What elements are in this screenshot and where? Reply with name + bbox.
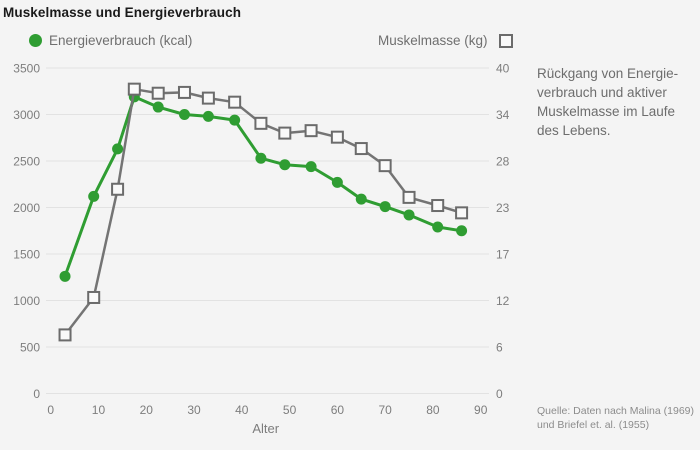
energy-data-point bbox=[152, 101, 164, 113]
energy-data-point bbox=[178, 109, 190, 120]
left-axis-tick-label: 2000 bbox=[13, 201, 40, 215]
x-axis-tick-label: 50 bbox=[283, 403, 297, 417]
muscle-data-point bbox=[278, 126, 292, 140]
left-axis-tick-label: 2500 bbox=[13, 155, 40, 169]
right-axis-tick-label: 28 bbox=[496, 155, 510, 169]
x-axis-title: Alter bbox=[252, 421, 279, 436]
muscle-data-point bbox=[402, 190, 416, 204]
annotation-text: Rückgang von Energie- verbrauch und akti… bbox=[537, 66, 679, 138]
legend-energy: Energieverbrauch (kcal) bbox=[29, 33, 192, 48]
energy-legend-marker-icon bbox=[29, 34, 42, 47]
muscle-data-point bbox=[431, 199, 445, 213]
muscle-data-point bbox=[58, 328, 72, 342]
source-note: Quelle: Daten nach Malina (1969) und Bri… bbox=[537, 405, 695, 431]
left-axis-tick-label: 500 bbox=[20, 341, 40, 355]
energy-data-point bbox=[456, 225, 468, 237]
x-axis-tick-label: 70 bbox=[378, 403, 392, 417]
right-axis-tick-label: 6 bbox=[496, 341, 503, 355]
muscle-data-point bbox=[354, 142, 368, 156]
energy-data-point bbox=[88, 190, 100, 202]
energy-data-point bbox=[379, 201, 391, 213]
energy-data-point bbox=[229, 114, 241, 126]
energy-data-point bbox=[59, 270, 71, 282]
muscle-legend-marker-icon bbox=[498, 33, 513, 48]
right-axis-tick-label: 12 bbox=[496, 294, 510, 308]
energy-data-point bbox=[255, 152, 267, 164]
x-axis-tick-label: 20 bbox=[140, 403, 154, 417]
left-axis-tick-label: 3500 bbox=[13, 62, 40, 76]
energy-data-point bbox=[403, 209, 415, 221]
right-axis-tick-label: 0 bbox=[496, 387, 503, 401]
legend-muscle: Muskelmasse (kg) bbox=[378, 33, 513, 48]
energy-data-point bbox=[202, 110, 214, 122]
left-axis-tick-label: 1500 bbox=[13, 248, 40, 262]
legend-muscle-label: Muskelmasse (kg) bbox=[378, 33, 488, 48]
x-axis-tick-label: 30 bbox=[187, 403, 201, 417]
muscle-data-point bbox=[304, 124, 318, 138]
right-axis-tick-label: 34 bbox=[496, 108, 510, 122]
left-axis-tick-label: 1000 bbox=[13, 294, 40, 308]
right-axis-tick-label: 40 bbox=[496, 62, 510, 76]
right-axis-tick-label: 23 bbox=[496, 201, 510, 215]
muscle-data-point bbox=[330, 130, 344, 144]
left-axis-tick-label: 0 bbox=[33, 387, 40, 401]
x-axis-tick-label: 90 bbox=[474, 403, 488, 417]
energy-data-point bbox=[355, 193, 367, 205]
muscle-data-point bbox=[378, 159, 392, 173]
muscle-data-point bbox=[228, 95, 242, 109]
energy-data-point bbox=[305, 161, 317, 173]
muscle-data-point bbox=[127, 82, 141, 96]
energy-data-point bbox=[432, 221, 444, 233]
right-axis-tick-label: 17 bbox=[496, 248, 510, 262]
x-axis-tick-label: 40 bbox=[235, 403, 249, 417]
x-axis-tick-label: 10 bbox=[92, 403, 106, 417]
x-axis-tick-label: 60 bbox=[331, 403, 345, 417]
muscle-data-point bbox=[151, 86, 165, 100]
muscle-data-point bbox=[87, 290, 101, 304]
muscle-data-point bbox=[201, 91, 215, 105]
muscle-data-point bbox=[455, 206, 469, 220]
energy-data-point bbox=[279, 159, 291, 171]
page-title: Muskelmasse und Energieverbrauch bbox=[3, 5, 242, 20]
energy-data-point bbox=[112, 143, 124, 155]
x-axis-tick-label: 0 bbox=[47, 403, 54, 417]
x-axis-tick-label: 80 bbox=[426, 403, 440, 417]
legend-energy-label: Energieverbrauch (kcal) bbox=[49, 33, 193, 48]
muscle-data-point bbox=[177, 85, 191, 99]
left-axis-tick-label: 3000 bbox=[13, 108, 40, 122]
muscle-data-point bbox=[254, 116, 268, 130]
muscle-data-point bbox=[111, 182, 125, 196]
energy-data-point bbox=[331, 176, 343, 188]
